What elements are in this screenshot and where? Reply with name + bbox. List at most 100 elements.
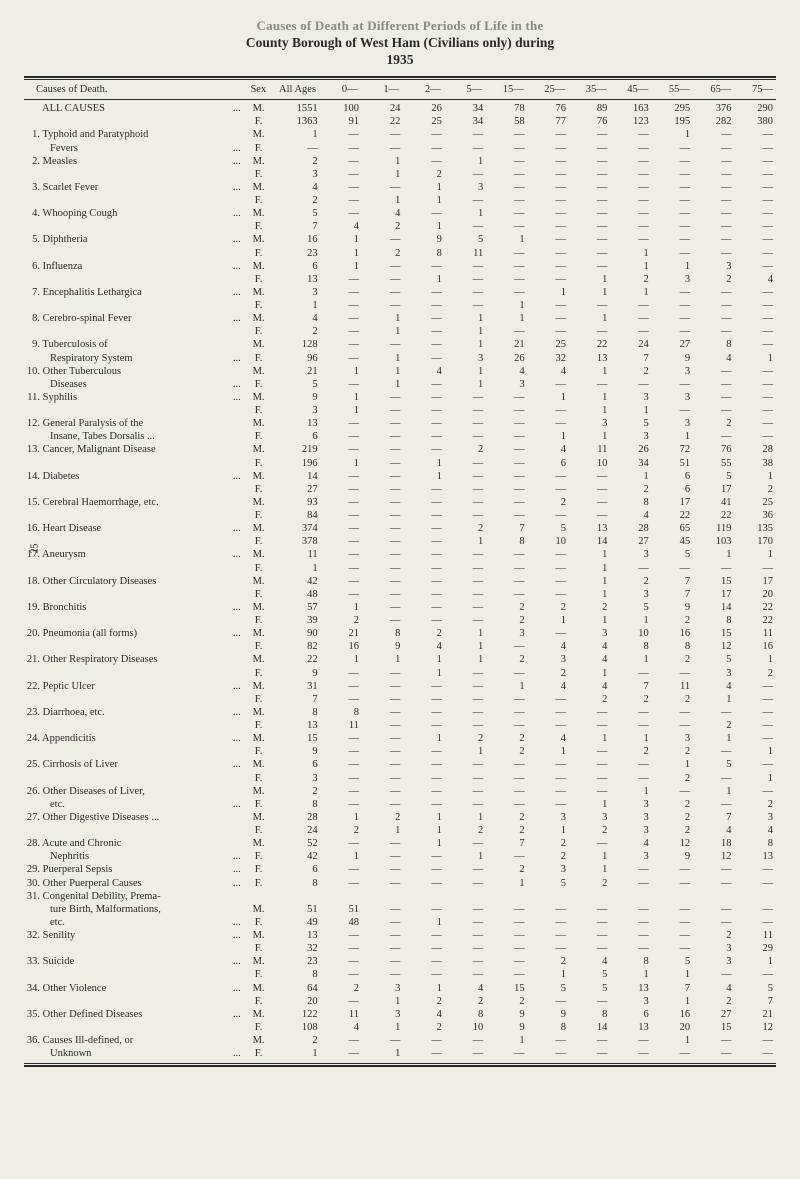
f-c11: — [735,142,776,155]
f-c5: — [486,194,527,207]
m-c8: 10 [610,627,651,640]
m-c4: — [445,955,486,968]
table-row: F.2—11———————— [24,194,776,207]
f-c5: — [486,562,527,575]
table-row: 11. Syphilis...M.91————1133—— [24,391,776,404]
f-c10: — [693,430,734,443]
m-c6: — [528,575,569,588]
m-c2: — [362,417,403,430]
m-c11: 22 [735,601,776,614]
m-c10: — [693,312,734,325]
sex-m: M. [245,955,273,968]
f-c7: — [569,220,610,233]
f-c3: — [403,509,444,522]
m-c6: — [528,903,569,916]
cause-label-cell: 32. Senility... [24,929,245,942]
m-allages: 219 [272,443,320,456]
m-c10: 4 [693,680,734,693]
f-c6: — [528,588,569,601]
f-c2: — [362,535,403,548]
dots: ... [233,850,241,863]
f-c3: 4 [403,640,444,653]
cause-label-cell: 10. Other Tuberculous [24,365,245,378]
f-c4: 2 [445,995,486,1008]
m-c6: — [528,417,569,430]
f-c1: — [321,877,362,890]
f-c2: — [362,772,403,785]
m-c3: — [403,601,444,614]
f-c10: — [693,798,734,811]
f-c10: 12 [693,850,734,863]
m-c2: 3 [362,1008,403,1021]
m-c5: — [486,929,527,942]
m-c4: — [445,575,486,588]
m-c6: — [528,706,569,719]
m-c9: 3 [652,365,693,378]
cause-text: Other Circulatory Diseases [40,576,156,587]
cause-number: 30. [24,877,40,890]
cause-empty [24,220,245,233]
dots: ... [233,877,241,890]
m-c1: — [321,575,362,588]
cause-text: Other Tuberculous [40,366,121,377]
dots: ... [233,798,241,811]
sex-m: M. [245,417,273,430]
cause-number: 20. [24,627,40,640]
f-c10: — [693,968,734,981]
m-c10: 1 [693,548,734,561]
f-c11: 29 [735,942,776,955]
m-c4: — [445,1034,486,1047]
table-row: 18. Other Circulatory DiseasesM.42——————… [24,575,776,588]
m-c3: 1 [403,982,444,995]
table-row: F.1————1—————— [24,299,776,312]
m-c4: — [445,785,486,798]
cause-text: Other Defined Diseases [40,1009,142,1020]
m-c5: — [486,155,527,168]
cause-label-cell: 28. Acute and Chronic [24,837,245,850]
m-c7: — [569,903,610,916]
table-row: 15. Cerebral Haemorrhage, etc.M.93—————2… [24,496,776,509]
f-c7: — [569,378,610,391]
m-c6: — [528,233,569,246]
table-row: 21. Other Respiratory DiseasesM.22111123… [24,653,776,666]
table-row: F.2312811———1——— [24,247,776,260]
m-c8: — [610,155,651,168]
table-row: 24. Appendicitis...M.15——12241131— [24,732,776,745]
f-c2: 1 [362,352,403,365]
f-c5: 3 [486,378,527,391]
table-row: 1. Typhoid and ParatyphoidM.1————————1—— [24,128,776,141]
m-c11: — [735,338,776,351]
m-c7: 8 [569,1008,610,1021]
cause-text: Puerperal Sepsis [40,864,112,875]
m-c1: — [321,470,362,483]
f-c2: — [362,404,403,417]
m-allages: 15 [272,732,320,745]
f-c2: — [362,430,403,443]
m-c10: 4 [693,982,734,995]
cause-continuation: Insane, Tabes Dorsalis ... [24,430,245,443]
sex-m: M. [245,470,273,483]
f-c5: — [486,719,527,732]
f-c4: — [445,719,486,732]
cause-label-cell: 12. General Paralysis of the [24,417,245,430]
f-c5: — [486,325,527,338]
m-c4: 1 [445,653,486,666]
m-c5: — [486,785,527,798]
f-c7: 5 [569,968,610,981]
table-row: F.13——1———12324 [24,273,776,286]
m-c7: 2 [569,601,610,614]
m-c7: — [569,470,610,483]
m-c6: — [528,312,569,325]
dots: ... [233,955,241,968]
m-allages: 128 [272,338,320,351]
cause-number: 25. [24,758,40,771]
m-c10: 5 [693,758,734,771]
table-row: F.1311————————2— [24,719,776,732]
m-c6: 2 [528,496,569,509]
m-c7: — [569,837,610,850]
table-row: 19. Bronchitis...M.571———222591422 [24,601,776,614]
m-c4: 1 [445,627,486,640]
m-c6: 9 [528,1008,569,1021]
f-allages: 9 [272,667,320,680]
m-c1: 11 [321,1008,362,1021]
